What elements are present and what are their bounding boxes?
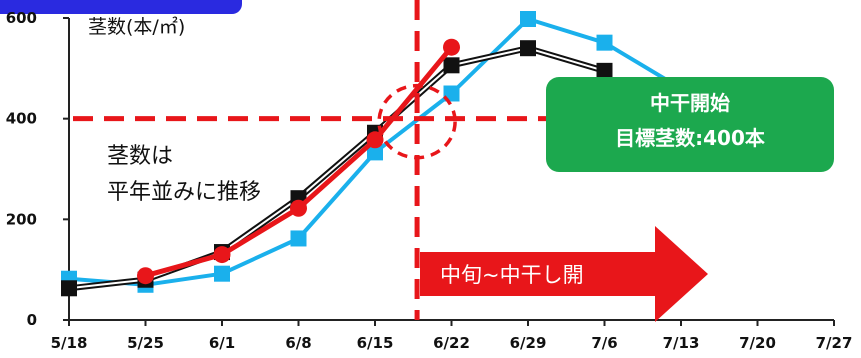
x-tick-label: 7/13 xyxy=(663,334,700,352)
x-tick-label: 6/22 xyxy=(433,334,470,352)
data-point xyxy=(596,34,613,51)
x-tick-label: 6/8 xyxy=(285,334,311,352)
x-tick-label: 7/27 xyxy=(816,334,853,352)
data-point xyxy=(520,40,536,57)
axes xyxy=(63,17,835,326)
corner-badge xyxy=(0,0,242,14)
y-tick-labels: 0 200 400 600 xyxy=(6,9,37,329)
info-box-line-2: 目標茎数:400本 xyxy=(615,126,765,150)
x-tick-labels: 5/18 5/25 6/1 6/8 6/15 6/22 6/29 7/6 7/13 7/20 7/2… xyxy=(51,334,853,352)
note-line-1: 茎数は xyxy=(107,144,173,169)
data-point xyxy=(443,57,460,74)
x-tick-label: 7/6 xyxy=(591,334,617,352)
x-tick-label: 5/25 xyxy=(127,334,164,352)
info-box-line-1: 中干開始 xyxy=(650,91,730,115)
series-group xyxy=(61,11,689,297)
arrow-label: 中旬~中干し開 xyxy=(440,263,584,287)
data-point xyxy=(443,38,460,56)
y-tick-label: 0 xyxy=(27,311,37,329)
x-tick-label: 5/18 xyxy=(51,334,88,352)
y-tick-label: 200 xyxy=(6,210,37,228)
note-line-2: 平年並みに推移 xyxy=(107,180,261,205)
x-tick-label: 6/15 xyxy=(357,334,394,352)
period-arrow xyxy=(420,226,708,322)
data-point xyxy=(290,199,307,217)
info-box xyxy=(546,77,834,172)
data-point xyxy=(214,265,230,282)
series-line-inner xyxy=(68,47,605,290)
data-point xyxy=(213,246,231,264)
data-point xyxy=(290,230,307,247)
y-tick-label: 400 xyxy=(6,110,37,128)
data-point xyxy=(137,267,154,285)
y-axis-label: 茎数(本/㎡) xyxy=(88,15,185,38)
x-tick-label: 6/1 xyxy=(209,334,235,352)
y-tick-label: 600 xyxy=(6,9,37,27)
data-point xyxy=(366,131,384,149)
data-point xyxy=(367,144,383,161)
data-point xyxy=(61,280,77,297)
threshold-lines xyxy=(73,0,560,320)
data-point xyxy=(596,62,613,79)
data-point xyxy=(520,11,536,28)
highlight-circle xyxy=(377,83,457,160)
x-tick-label: 6/29 xyxy=(510,334,547,352)
x-tick-label: 7/20 xyxy=(739,334,776,352)
